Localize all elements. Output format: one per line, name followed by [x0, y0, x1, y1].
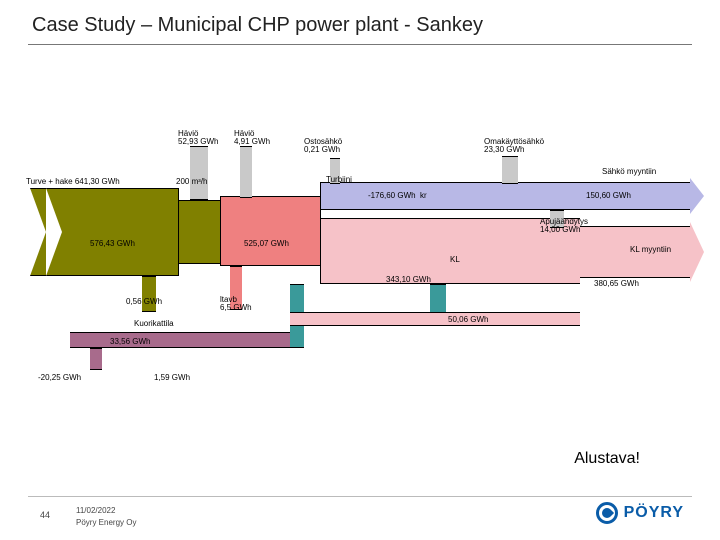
- label-heat_label: KL myyntiin: [630, 246, 671, 254]
- label-kl_arrow: kr: [420, 192, 427, 200]
- arrow-elec_band: [690, 178, 704, 214]
- stage-divider: [320, 182, 321, 284]
- label-stack_loss_top2: Häviö4,91 GWh: [234, 130, 270, 147]
- label-aux_bottom_right: 1,59 GWh: [154, 374, 190, 382]
- label-tx_loss: Omakäyttösähkö23,30 GWh: [484, 138, 544, 155]
- label-input_fuel_rate: 200 mᶟ/h: [176, 178, 207, 186]
- label-aux_boiler: Kuorikattila: [134, 320, 174, 328]
- footer-date: 11/02/2022: [76, 506, 115, 515]
- flow-aux_bottom_branch: [90, 348, 102, 370]
- fuel-input-chevron: [30, 188, 46, 276]
- label-own_use: Ostosähkö0,21 GWh: [304, 138, 342, 155]
- title-underline: [28, 44, 692, 45]
- label-heat_mid: 343,10 GWh: [386, 276, 431, 284]
- preliminary-caption: Alustava!: [574, 450, 640, 468]
- stage-divider: [220, 196, 221, 266]
- flow-heat_bottom_band: [290, 312, 580, 326]
- label-aux_bottom_left: -20,25 GWh: [38, 374, 81, 382]
- flow-loss_top1: [190, 146, 208, 200]
- logo-mark-icon: [596, 502, 618, 524]
- label-elec_label: Sähkö myyntiin: [602, 168, 656, 176]
- label-boiler_out: 525,07 GWh: [244, 240, 289, 248]
- flow-fuel_narrow: [178, 200, 220, 264]
- label-boiler_in: 576,43 GWh: [90, 240, 135, 248]
- label-stack: ltavb6,5 GWh: [220, 296, 252, 313]
- label-stack_loss_top1: Häviö52,93 GWh: [178, 130, 218, 147]
- label-condenser: Apujäähdytys14,00 GWh: [540, 218, 588, 235]
- page-title: Case Study – Municipal CHP power plant -…: [32, 14, 483, 37]
- label-elec_out: 150,60 GWh: [586, 192, 631, 200]
- footer-company: Pöyry Energy Oy: [76, 518, 136, 527]
- label-turbine: Turbiini: [326, 176, 352, 184]
- label-elec_line1: -176,60 GWh: [368, 192, 416, 200]
- flow-tx_drop: [502, 156, 518, 184]
- logo-text: PÖYRY: [624, 504, 684, 522]
- stage-divider: [178, 188, 179, 276]
- label-heat_branch: KL: [450, 256, 460, 264]
- flow-fuel_drop: [142, 276, 156, 312]
- page-number: 44: [40, 510, 50, 520]
- company-logo: PÖYRY: [596, 502, 684, 524]
- label-loss_left: 0,56 GWh: [126, 298, 162, 306]
- slide-footer: 44 11/02/2022 Pöyry Energy Oy PÖYRY: [0, 496, 720, 540]
- sankey-diagram: Turve + hake 641,30 GWh200 mᶟ/h576,43 GW…: [30, 100, 690, 420]
- flow-aux_band: [70, 332, 290, 348]
- label-input_fuel: Turve + hake 641,30 GWh: [26, 178, 120, 186]
- label-heat_out: 380,65 GWh: [594, 280, 639, 288]
- label-heat_bottom: 50,06 GWh: [448, 316, 488, 324]
- label-aux_val: 33,56 GWh: [110, 338, 150, 346]
- flow-loss_top2: [240, 146, 252, 198]
- flow-boiler: [220, 196, 320, 266]
- fuel-input-chevron: [46, 188, 62, 276]
- arrow-heat_out: [690, 222, 704, 282]
- footer-divider: [28, 496, 692, 497]
